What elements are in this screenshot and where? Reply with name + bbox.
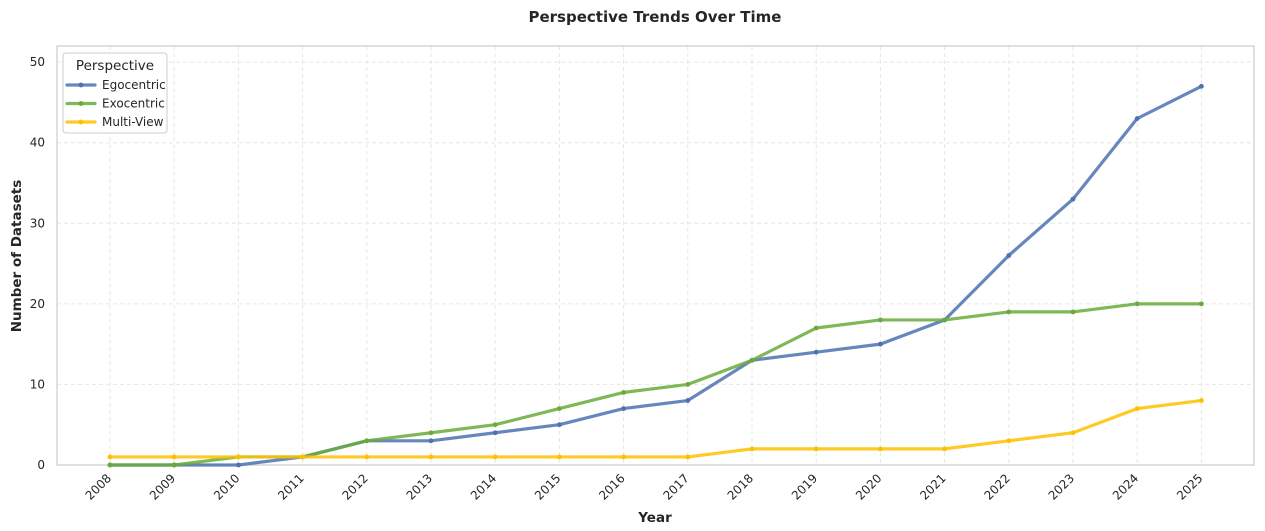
- data-point-egocentric: [1006, 253, 1012, 258]
- data-point-multi-view: [1070, 430, 1076, 436]
- data-point-exocentric: [492, 422, 498, 428]
- data-point-multi-view: [107, 454, 113, 460]
- data-point-exocentric: [557, 406, 562, 411]
- x-tick-label: 2021: [917, 471, 948, 502]
- data-point-multi-view: [492, 454, 498, 460]
- y-axis-label: Number of Datasets: [9, 180, 25, 333]
- x-tick-label: 2022: [981, 471, 1012, 502]
- data-point-exocentric: [749, 357, 755, 363]
- x-tick-label: 2025: [1174, 471, 1205, 502]
- data-point-egocentric: [428, 438, 434, 444]
- data-point-exocentric: [364, 438, 370, 444]
- data-point-multi-view: [749, 446, 755, 452]
- y-ticks: 0 10 20 30 40 50: [30, 55, 45, 472]
- data-point-exocentric: [171, 462, 177, 468]
- data-point-egocentric: [492, 430, 498, 436]
- data-point-exocentric: [813, 325, 819, 331]
- x-tick-label: 2008: [83, 471, 114, 502]
- data-point-multi-view: [685, 454, 691, 460]
- data-point-egocentric: [621, 406, 626, 411]
- x-tick-label: 2017: [660, 471, 691, 502]
- data-point-exocentric: [1006, 309, 1012, 315]
- x-tick-label: 2023: [1046, 471, 1077, 502]
- data-point-egocentric: [236, 462, 241, 468]
- x-tick-label: 2013: [404, 471, 435, 502]
- legend-label-egocentric: Egocentric: [102, 78, 166, 92]
- data-point-exocentric: [1134, 301, 1140, 307]
- legend-items: Egocentric Exocentric Multi-View: [65, 78, 166, 129]
- x-tick-label: 2016: [596, 471, 627, 502]
- legend-box: [62, 52, 168, 134]
- data-point-multi-view: [300, 454, 305, 460]
- data-point-multi-view: [621, 454, 626, 460]
- data-point-exocentric: [942, 317, 947, 323]
- data-point-exocentric: [1070, 309, 1076, 315]
- data-point-exocentric: [428, 430, 434, 436]
- data-point-exocentric: [878, 317, 883, 323]
- chart-title: Perspective Trends Over Time: [528, 8, 781, 26]
- legend: Perspective Egocentric Exocentric Multi-Vi…: [62, 52, 168, 134]
- x-tick-label: 2011: [275, 471, 306, 502]
- data-point-multi-view: [878, 446, 883, 452]
- data-point-multi-view: [428, 454, 434, 460]
- data-point-exocentric: [685, 382, 691, 387]
- y-tick-label: 40: [30, 136, 45, 150]
- data-point-egocentric: [1199, 83, 1204, 89]
- data-point-exocentric: [621, 390, 626, 395]
- x-axis-label: Year: [637, 510, 672, 526]
- x-tick-label: 2010: [211, 471, 242, 502]
- data-point-egocentric: [557, 422, 562, 428]
- data-point-multi-view: [1134, 406, 1140, 411]
- y-tick-label: 50: [30, 55, 45, 69]
- data-point-multi-view: [942, 446, 947, 452]
- data-point-multi-view: [171, 454, 177, 460]
- data-point-egocentric: [813, 349, 819, 355]
- y-tick-label: 0: [37, 458, 45, 472]
- x-tick-label: 2024: [1110, 471, 1141, 502]
- x-tick-label: 2009: [147, 471, 178, 502]
- data-point-multi-view: [813, 446, 819, 452]
- data-point-exocentric: [1199, 301, 1204, 307]
- series-group: [107, 83, 1204, 468]
- x-tick-label: 2018: [725, 471, 756, 502]
- plot-frame: [56, 45, 1255, 466]
- data-point-multi-view: [1006, 438, 1012, 444]
- legend-label-multi-view: Multi-View: [102, 115, 164, 129]
- data-point-egocentric: [685, 398, 691, 403]
- legend-marker-egocentric: [78, 82, 84, 88]
- x-tick-label: 2012: [339, 471, 370, 502]
- x-tick-label: 2014: [468, 471, 499, 502]
- y-tick-label: 10: [30, 377, 45, 391]
- grid: [57, 46, 1254, 466]
- data-point-multi-view: [1199, 398, 1204, 403]
- x-tick-label: 2015: [532, 471, 563, 502]
- data-point-multi-view: [557, 454, 562, 460]
- data-point-egocentric: [878, 341, 883, 347]
- x-tick-label: 2020: [853, 471, 884, 502]
- data-point-multi-view: [364, 454, 370, 460]
- x-tick-label: 2019: [789, 471, 820, 502]
- data-point-egocentric: [1070, 196, 1076, 202]
- series-line-multi-view: [108, 398, 1204, 459]
- data-point-exocentric: [107, 462, 113, 468]
- data-point-multi-view: [236, 454, 241, 460]
- data-point-egocentric: [1134, 116, 1140, 121]
- legend-label-exocentric: Exocentric: [102, 97, 165, 111]
- legend-marker-exocentric: [78, 101, 84, 106]
- legend-marker-multi-view: [78, 119, 84, 125]
- x-ticks: 2008 2009 2010 2011 2012 2013 2014 2015 2016 2017…: [83, 471, 1206, 502]
- legend-title: Perspective: [76, 58, 154, 74]
- y-tick-label: 20: [30, 297, 45, 311]
- y-tick-label: 30: [30, 216, 45, 230]
